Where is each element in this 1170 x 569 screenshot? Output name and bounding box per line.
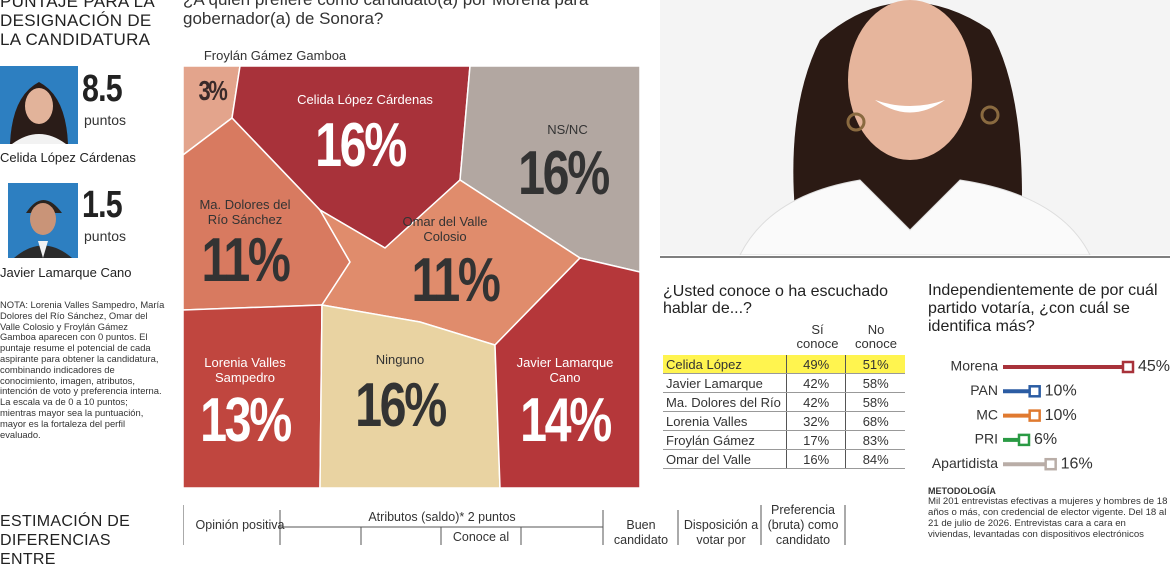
cell-label: Celida López Cárdenas	[297, 92, 433, 107]
known-table: Celida López 49% 51% Javier Lamarque 42% 58% M…	[663, 355, 905, 469]
bar-label: PAN	[970, 382, 998, 398]
title-line: DIFERENCIAS ENTRE	[0, 532, 111, 568]
cell-value: 16%	[355, 371, 447, 440]
table-cell: Omar del Valle	[663, 449, 787, 469]
title-line: ESTIMACIÓN DE	[0, 513, 131, 530]
title-line: LA CANDIDATURA	[0, 30, 151, 49]
table-header: Atributos (saldo)* 2 puntos	[368, 510, 516, 524]
cell-value: 13%	[200, 386, 292, 455]
methodology-title: METODOLOGÍA	[928, 486, 996, 496]
candidate-name: Celida López Cárdenas	[0, 150, 136, 165]
known-title: ¿Usted conoce o ha escuchado hablar de..…	[663, 283, 889, 317]
bar	[1003, 360, 1135, 374]
table-header: Disposición a votar por	[683, 518, 759, 547]
cell-value: 14%	[520, 386, 612, 455]
table-cell: 51%	[845, 355, 905, 374]
col-header: No conoce	[855, 322, 897, 351]
bar-value: 6%	[1034, 431, 1057, 448]
bar-value: 10%	[1045, 407, 1077, 424]
question: ¿A quién prefiere como candidato(a) por …	[183, 0, 588, 28]
table-header: Preferencia (bruta) como candidato	[767, 503, 839, 547]
bar-value: 10%	[1045, 383, 1077, 400]
party-title: Independientemente de por cuál partido v…	[928, 282, 1158, 335]
bar-end	[1028, 385, 1041, 398]
table-cell: Ma. Dolores del Río	[663, 392, 787, 412]
table-cell: 42%	[785, 373, 846, 393]
col-header: Sí conoce	[796, 322, 839, 351]
table-row: Javier Lamarque 42% 58%	[663, 373, 905, 393]
photo-celida	[0, 66, 78, 144]
table-header: Buen candidato	[613, 518, 669, 547]
score-unit: puntos	[84, 112, 127, 128]
candidate-name: Javier Lamarque Cano	[0, 265, 132, 280]
table-cell: Lorenia Valles	[663, 411, 787, 431]
cell-label: Ma. Dolores del Río Sánchez	[199, 197, 291, 227]
bar	[1003, 433, 1031, 447]
bar-value: 45%	[1138, 358, 1170, 375]
cell-value: 16%	[315, 111, 407, 180]
table-cell: Celida López	[663, 355, 787, 374]
table-row: Froylán Gámez 17% 83%	[663, 430, 905, 450]
score: 1.5	[82, 184, 123, 226]
table-cell: 32%	[785, 411, 846, 431]
score-title: PUNTAJE PARA LA DESIGNACIÓN DE LA CANDID…	[0, 0, 170, 49]
bar	[1003, 385, 1041, 398]
bar	[1003, 457, 1057, 471]
bar-end	[1017, 433, 1031, 447]
table-cell: 84%	[845, 449, 905, 469]
photo-javier	[8, 183, 78, 258]
cell-value: 11%	[201, 226, 290, 295]
cell-value: 3%	[198, 75, 228, 106]
table-header: Opinión positiva	[195, 518, 285, 532]
cell-label: NS/NC	[547, 122, 588, 137]
table-cell: 83%	[845, 430, 905, 450]
bar-end	[1028, 409, 1041, 422]
table-cell: Froylán Gámez	[663, 430, 787, 450]
table-cell: Javier Lamarque	[663, 373, 787, 393]
party-chart: Morena 45% PAN 10% MC 10% PRI 6% Apartidista 16%	[932, 358, 1170, 473]
voronoi-chart	[182, 65, 641, 489]
cell-value: 11%	[411, 246, 500, 315]
bar-end	[1044, 457, 1057, 471]
table-cell: 58%	[845, 373, 905, 393]
table-cell: 49%	[785, 355, 846, 374]
cell-label: Omar del Valle Colosio	[402, 214, 488, 244]
table-cell: 17%	[785, 430, 846, 450]
table-header: Conoce al	[452, 530, 510, 544]
table-row: Lorenia Valles 32% 68%	[663, 411, 905, 431]
title-line: DESIGNACIÓN DE	[0, 11, 152, 30]
table-row: Omar del Valle 16% 84%	[663, 449, 905, 469]
table-cell: 58%	[845, 392, 905, 412]
cell-label: Ninguno	[375, 352, 425, 367]
note: NOTA: Lorenia Valles Sampedro, María Dol…	[0, 299, 165, 440]
photo-main	[660, 0, 1170, 255]
table-row: Ma. Dolores del Río 42% 58%	[663, 392, 905, 412]
cell-label: Javier Lamarque Cano	[516, 355, 614, 385]
bar-value: 16%	[1061, 455, 1093, 472]
title-line: PUNTAJE PARA LA	[0, 0, 156, 11]
bar-label: PRI	[975, 431, 998, 447]
bar-label: Morena	[951, 358, 999, 374]
separator	[660, 256, 1170, 258]
score: 8.5	[82, 68, 123, 110]
cell-label: Froylán Gámez Gamboa	[203, 48, 347, 63]
score-unit: puntos	[84, 228, 127, 244]
bar-label: Apartidista	[932, 455, 998, 471]
bottom-table-lines	[183, 505, 846, 545]
table-row: Celida López 49% 51%	[663, 355, 905, 374]
bar-end	[1121, 360, 1135, 374]
voronoi-cell	[494, 257, 641, 489]
table-cell: 16%	[785, 449, 846, 469]
methodology: Mil 201 entrevistas efectivas a mujeres …	[928, 496, 1168, 540]
table-cell: 42%	[785, 392, 846, 412]
bar	[1003, 409, 1041, 422]
cell-label: Lorenia Valles Sampedro	[204, 355, 286, 385]
next-title: ESTIMACIÓN DE DIFERENCIAS ENTRE	[0, 512, 170, 569]
table-cell: 68%	[845, 411, 905, 431]
cell-value: 16%	[518, 139, 610, 208]
bar-label: MC	[976, 406, 998, 422]
